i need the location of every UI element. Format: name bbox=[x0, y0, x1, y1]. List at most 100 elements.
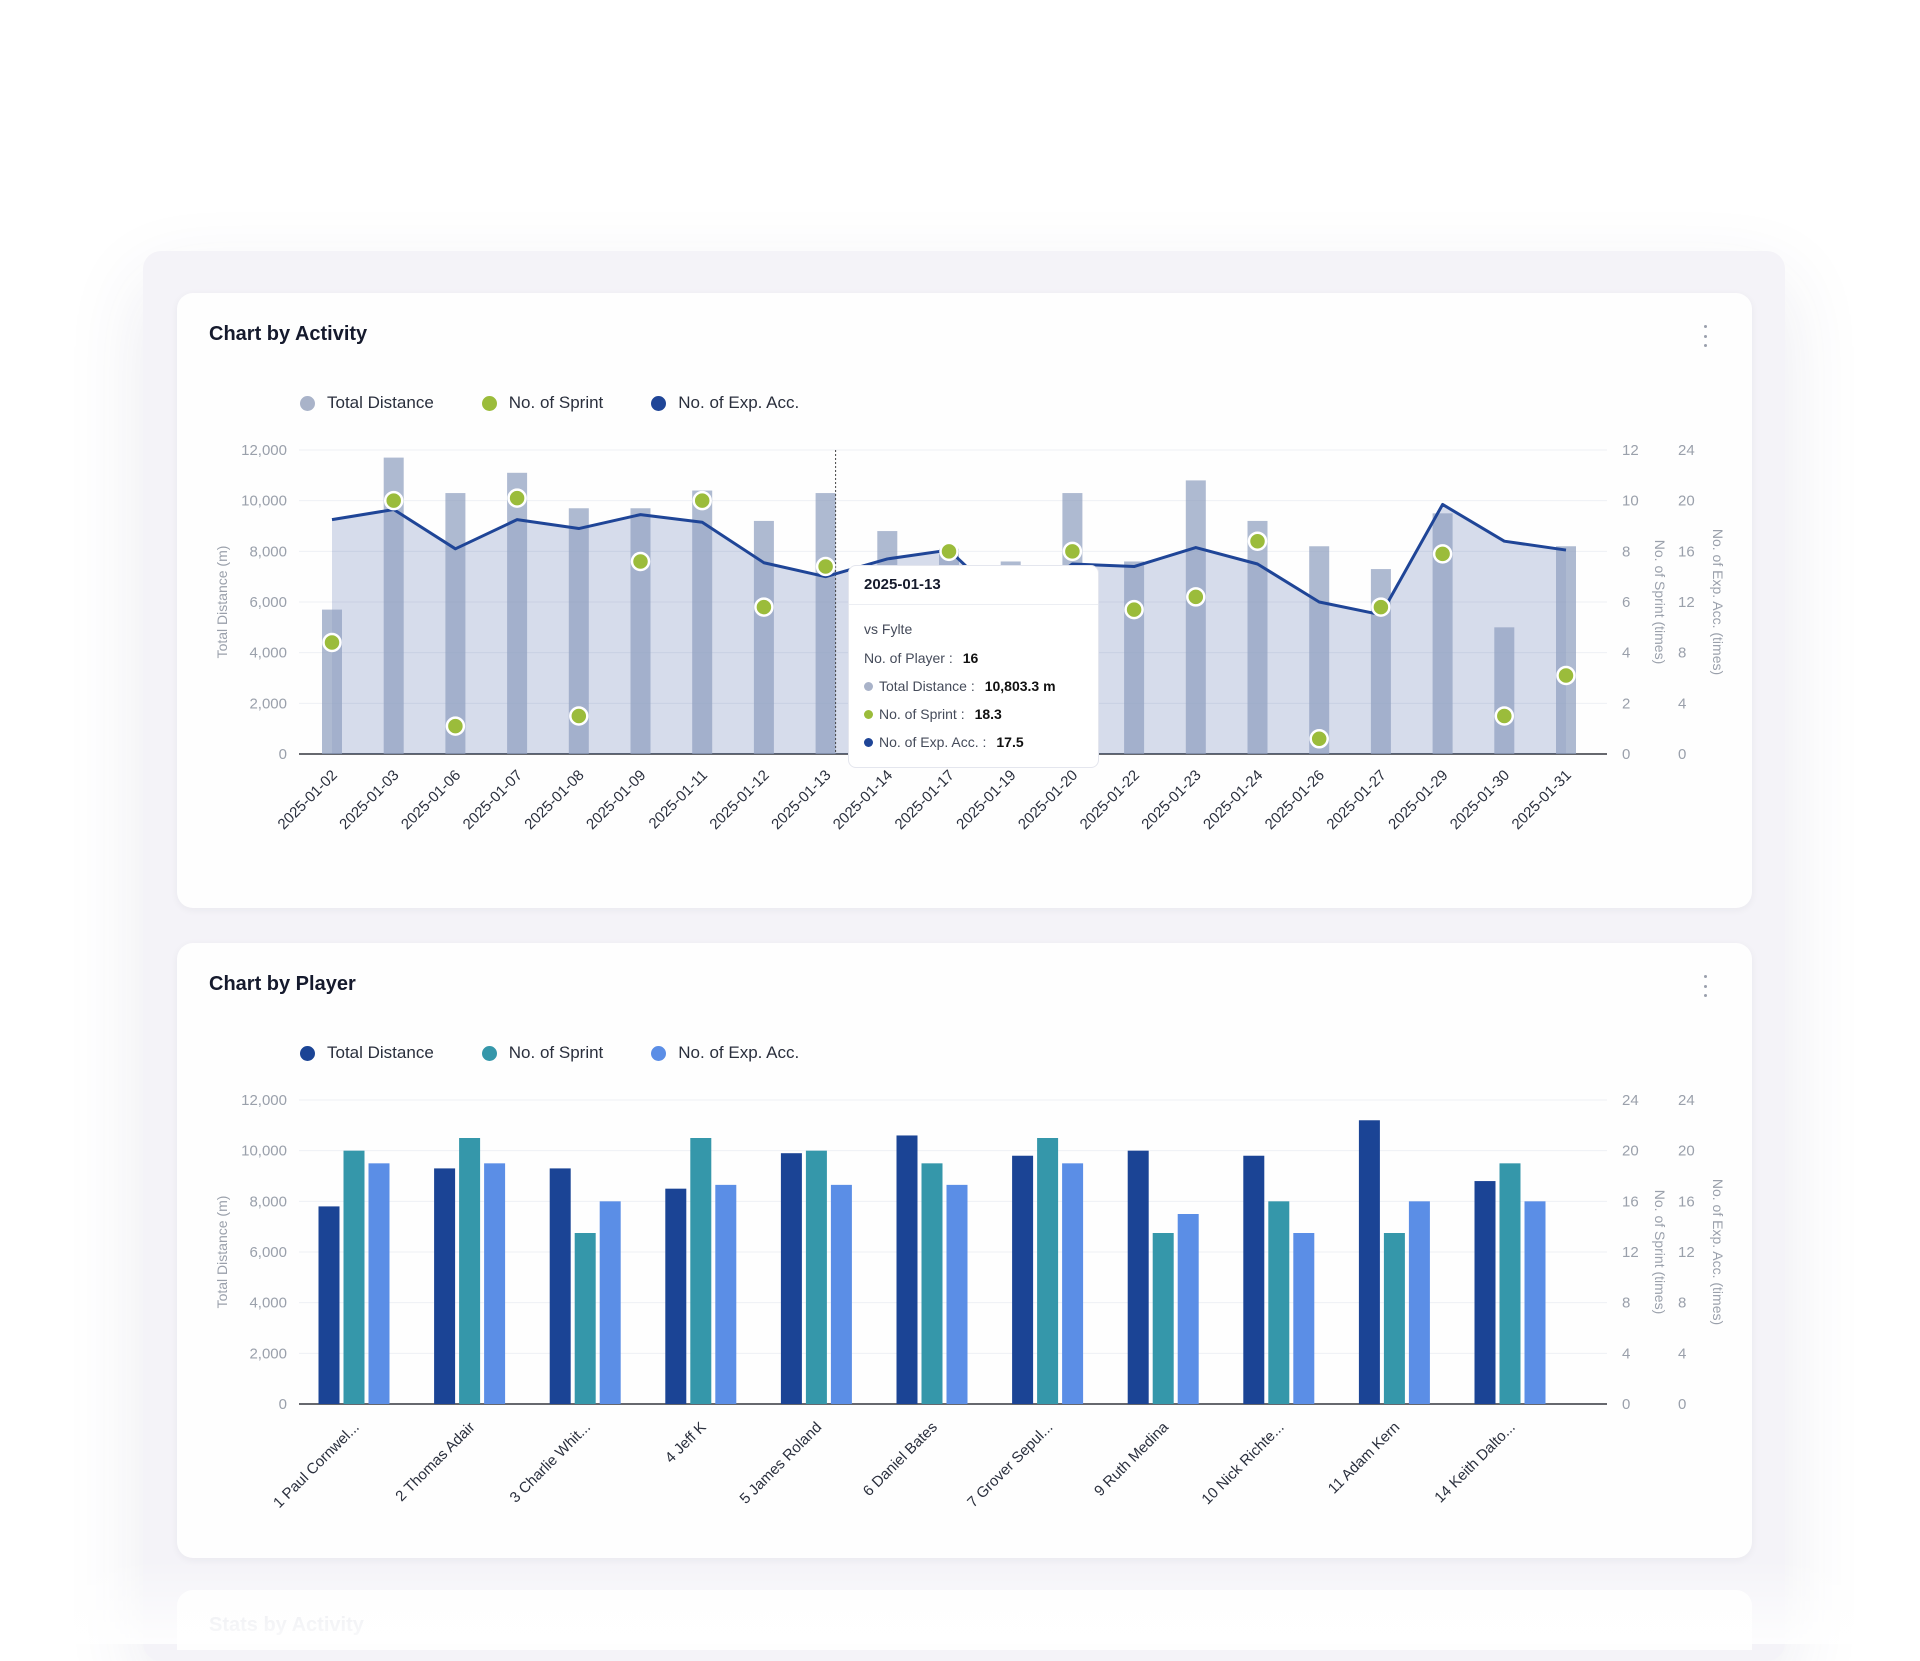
distance-bar bbox=[1185, 480, 1206, 754]
y2-tick-label: 16 bbox=[1622, 1193, 1639, 1210]
chart-tooltip: 2025-01-13 vs Fylte No. of Player : 16 T… bbox=[848, 565, 1099, 768]
distance-bar bbox=[1124, 561, 1145, 754]
legend-dot-icon bbox=[300, 395, 315, 411]
x-tick-label: 2025-01-03 bbox=[336, 767, 402, 833]
y-tick-label: 12,000 bbox=[241, 442, 287, 459]
tooltip-acc-value: 17.5 bbox=[996, 734, 1024, 750]
tooltip-acc-label: No. of Exp. Acc. : bbox=[879, 734, 987, 750]
y3-axis-title: No. of Exp. Acc. (times) bbox=[1710, 529, 1726, 675]
tooltip-players-value: 16 bbox=[962, 650, 979, 666]
distance-bar bbox=[1370, 569, 1391, 754]
x-tick-label: 2025-01-02 bbox=[275, 767, 341, 833]
y3-tick-label: 12 bbox=[1678, 1244, 1695, 1261]
x-tick-label: 2025-01-06 bbox=[398, 767, 464, 833]
sprint-point bbox=[1309, 729, 1329, 749]
y3-tick-label: 0 bbox=[1678, 1396, 1686, 1413]
y3-tick-label: 8 bbox=[1678, 645, 1686, 662]
tooltip-distance-label: Total Distance : bbox=[879, 678, 975, 694]
y-tick-label: 12,000 bbox=[241, 1092, 287, 1109]
legend-total-distance[interactable]: Total Distance bbox=[300, 1043, 434, 1063]
card-title: Chart by Activity bbox=[209, 323, 368, 345]
legend-dot-icon bbox=[300, 1045, 315, 1061]
exp-acc-bar bbox=[599, 1201, 621, 1404]
sprint-point bbox=[1062, 541, 1083, 562]
x-tick-label: 2025-01-14 bbox=[830, 767, 896, 833]
sprint-bar bbox=[459, 1138, 481, 1404]
y3-tick-label: 16 bbox=[1678, 1193, 1695, 1210]
sprint-bar bbox=[690, 1138, 712, 1404]
sprint-point bbox=[1556, 665, 1576, 686]
y2-tick-label: 2 bbox=[1622, 695, 1630, 712]
sprint-point bbox=[630, 551, 651, 572]
x-tick-label: 2025-01-09 bbox=[583, 767, 649, 833]
tooltip-sprint-value: 18.3 bbox=[974, 706, 1002, 722]
legend-label: No. of Exp. Acc. bbox=[678, 393, 800, 412]
sprint-point bbox=[754, 597, 774, 617]
y-tick-label: 10,000 bbox=[241, 493, 287, 510]
y-tick-label: 6,000 bbox=[249, 594, 287, 611]
more-options-icon[interactable] bbox=[1702, 975, 1708, 997]
distance-bar bbox=[318, 1206, 340, 1404]
sprint-point bbox=[507, 488, 527, 508]
sprint-bar bbox=[921, 1163, 943, 1404]
distance-dot-icon bbox=[864, 681, 873, 691]
legend-exp-acc[interactable]: No. of Exp. Acc. bbox=[651, 1043, 799, 1063]
exp-acc-bar bbox=[484, 1163, 506, 1404]
x-tick-label: 2025-01-19 bbox=[953, 767, 1019, 833]
x-tick-label: 2025-01-11 bbox=[646, 767, 711, 832]
legend-dot-icon bbox=[651, 395, 667, 411]
distance-bar bbox=[322, 609, 342, 754]
sprint-bar bbox=[1037, 1138, 1059, 1404]
x-tick-label: 2025-01-13 bbox=[768, 767, 834, 833]
exp-acc-bar bbox=[1177, 1214, 1199, 1404]
x-tick-label: 2025-01-31 bbox=[1509, 767, 1575, 833]
x-tick-label: 2025-01-24 bbox=[1200, 767, 1266, 833]
y3-tick-label: 24 bbox=[1678, 1092, 1695, 1109]
legend-dot-icon bbox=[651, 1045, 667, 1061]
distance-bar bbox=[630, 508, 651, 754]
y2-axis-title: No. of Sprint (times) bbox=[1652, 540, 1668, 664]
y-tick-label: 2,000 bbox=[249, 1345, 287, 1362]
y-tick-label: 4,000 bbox=[249, 645, 287, 662]
y-tick-label: 8,000 bbox=[249, 1193, 287, 1210]
chart-legend: Total Distance No. of Sprint No. of Exp.… bbox=[300, 1043, 799, 1063]
chart-by-player-card: Chart by Player Total Distance No. of Sp… bbox=[177, 943, 1752, 1558]
y3-tick-label: 4 bbox=[1678, 695, 1686, 712]
legend-sprint[interactable]: No. of Sprint bbox=[481, 393, 603, 413]
distance-bar bbox=[1556, 546, 1576, 754]
player-chart[interactable]: 0 2,000 4,000 6,000 8,000 10,000 12,000 0 4 8 12 16… bbox=[177, 943, 1752, 1558]
y2-tick-label: 4 bbox=[1622, 645, 1630, 662]
y2-tick-label: 12 bbox=[1622, 442, 1639, 459]
more-options-icon[interactable] bbox=[1702, 325, 1708, 347]
y2-tick-label: 20 bbox=[1622, 1143, 1639, 1160]
x-tick-label: 2025-01-20 bbox=[1015, 767, 1081, 833]
y-tick-label: 8,000 bbox=[249, 543, 287, 560]
exp-acc-bar bbox=[1408, 1201, 1430, 1404]
y-tick-label: 0 bbox=[279, 1396, 287, 1413]
legend-total-distance[interactable]: Total Distance bbox=[300, 393, 434, 413]
legend-label: No. of Exp. Acc. bbox=[678, 1043, 800, 1062]
legend-label: Total Distance bbox=[327, 393, 434, 412]
tooltip-opponent: vs Fylte bbox=[864, 621, 913, 637]
legend-exp-acc[interactable]: No. of Exp. Acc. bbox=[651, 393, 799, 413]
x-tick-label: 2025-01-17 bbox=[892, 767, 958, 833]
x-tick-label: 1 Paul Cornwel... bbox=[270, 1419, 363, 1512]
y2-axis-title: No. of Sprint (times) bbox=[1652, 1190, 1668, 1314]
distance-bar bbox=[692, 490, 713, 754]
y3-tick-label: 20 bbox=[1678, 1143, 1695, 1160]
sprint-point bbox=[569, 706, 589, 726]
sprint-point bbox=[1432, 544, 1453, 564]
sprint-point bbox=[1494, 706, 1515, 726]
chart-legend: Total Distance No. of Sprint No. of Exp.… bbox=[300, 393, 799, 413]
x-tick-label: 2025-01-29 bbox=[1385, 767, 1451, 833]
distance-bar bbox=[1309, 546, 1330, 754]
sprint-point bbox=[1247, 531, 1268, 551]
legend-sprint[interactable]: No. of Sprint bbox=[481, 1043, 603, 1063]
distance-bar bbox=[445, 493, 466, 754]
y3-tick-label: 4 bbox=[1678, 1345, 1686, 1362]
sprint-bar bbox=[574, 1233, 596, 1404]
distance-bar bbox=[753, 520, 774, 754]
tooltip-distance-value: 10,803.3 m bbox=[984, 678, 1056, 694]
distance-bar bbox=[1358, 1120, 1380, 1404]
x-tick-label: 6 Daniel Bates bbox=[860, 1419, 941, 1500]
